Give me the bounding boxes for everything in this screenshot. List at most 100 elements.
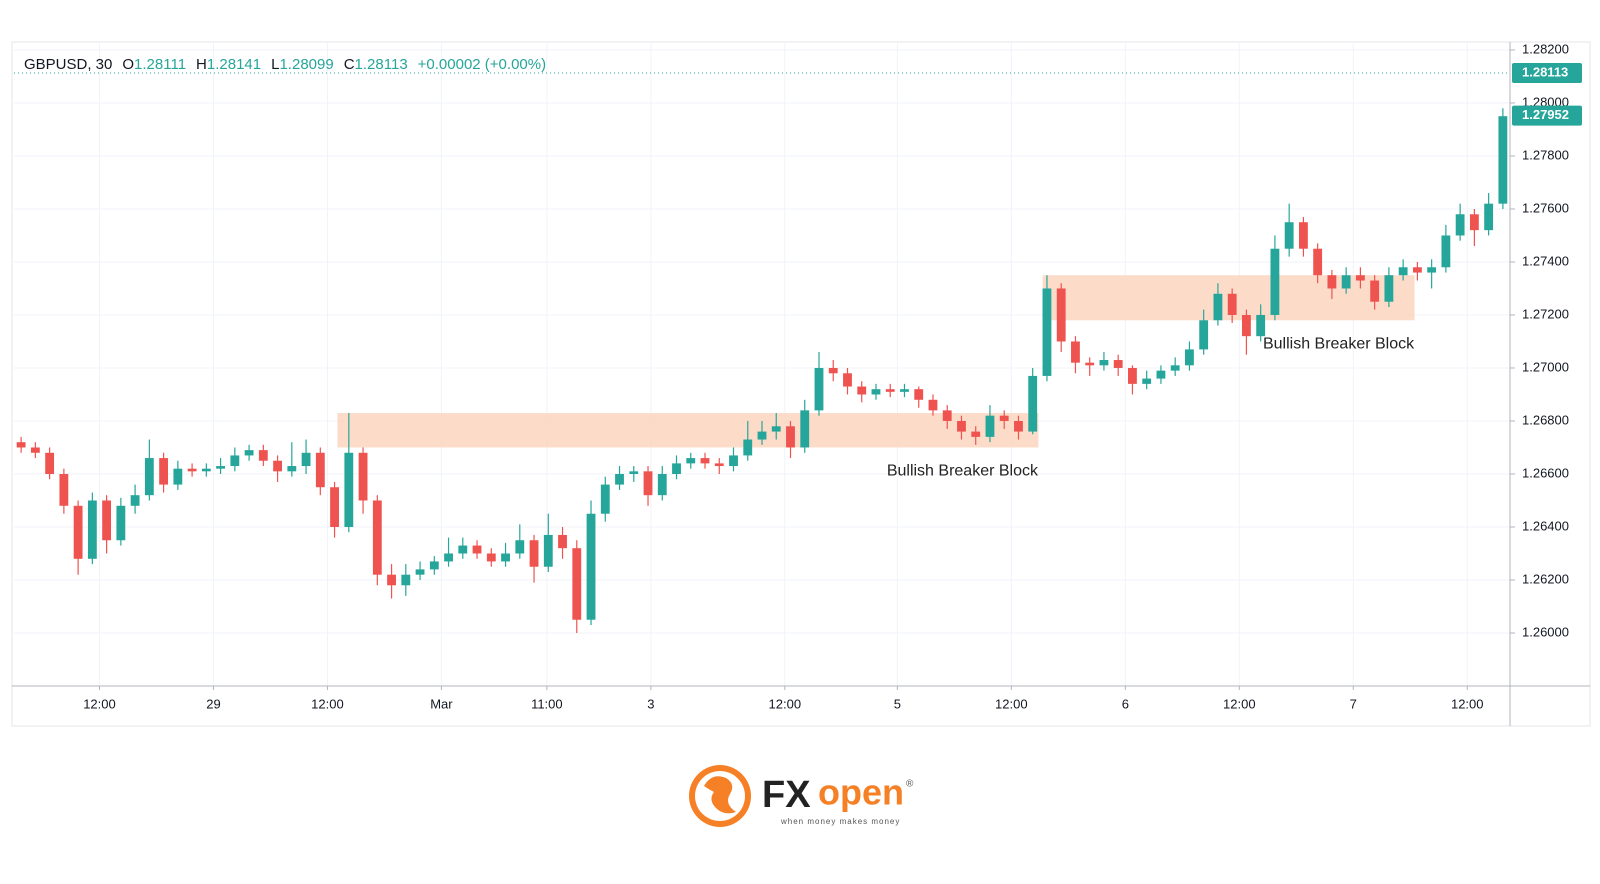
- x-tick-label: 12:00: [83, 696, 116, 711]
- candle-body: [102, 500, 112, 541]
- candle-body: [315, 452, 325, 488]
- legend-key: O: [122, 56, 134, 73]
- candle-body: [914, 389, 924, 400]
- logo-emblem: [704, 776, 736, 814]
- legend-key: C: [344, 56, 355, 73]
- candle-body: [1355, 275, 1365, 281]
- candle-body: [330, 487, 339, 527]
- y-tick-label: 1.26200: [1522, 571, 1569, 586]
- candle-body: [1341, 275, 1351, 289]
- candle-body: [515, 540, 525, 554]
- candle-body: [258, 450, 268, 461]
- x-tick-label: Mar: [430, 696, 453, 711]
- candle-body: [700, 458, 710, 464]
- x-tick-label: 3: [647, 696, 654, 711]
- candle-body: [771, 426, 781, 432]
- candle-body: [1199, 320, 1209, 350]
- price-tag: [1512, 105, 1582, 126]
- candle-body: [615, 473, 624, 485]
- candle-body: [1313, 248, 1323, 276]
- candle-body: [543, 534, 553, 567]
- legend-value: 1.28141: [207, 56, 261, 73]
- candle-body: [643, 471, 653, 496]
- candle-body: [999, 415, 1009, 421]
- candle-body: [429, 561, 439, 570]
- candle-body: [942, 410, 952, 421]
- candle-body: [529, 540, 539, 567]
- x-tick-label: 6: [1122, 696, 1129, 711]
- candle-body: [30, 447, 40, 453]
- candle-body: [857, 386, 867, 395]
- logo: FX open ® when money makes money: [689, 765, 914, 827]
- candle-body: [301, 452, 311, 467]
- plot-area: 1.26000 1.26200 1.26400 1.26600 1.26800 1.270…: [12, 41, 1590, 726]
- candle-body: [415, 569, 425, 575]
- candle-body: [159, 458, 169, 485]
- legend-symbol: GBPUSD, 30: [24, 56, 112, 73]
- y-tick-label: 1.28200: [1522, 41, 1569, 56]
- candle-body: [201, 468, 211, 472]
- annotation-label: Bullish Breaker Block: [1263, 335, 1415, 352]
- candle-body: [45, 452, 55, 474]
- x-tick-label: 7: [1350, 696, 1357, 711]
- candle-body: [1484, 203, 1494, 231]
- x-tick-label: 11:00: [531, 696, 563, 711]
- candle-body: [1142, 378, 1152, 384]
- candle-body: [1327, 275, 1337, 289]
- y-tick-label: 1.28000: [1522, 94, 1569, 109]
- y-tick-label: 1.27000: [1522, 359, 1569, 374]
- y-tick-label: 1.27400: [1522, 253, 1569, 268]
- candle-body: [458, 545, 468, 554]
- candle-body: [1014, 420, 1023, 432]
- y-tick-label: 1.26400: [1522, 518, 1569, 533]
- candle-body: [1270, 248, 1280, 315]
- candle-body: [843, 373, 852, 387]
- x-tick-label: 12:00: [1223, 696, 1256, 711]
- candle-body: [230, 455, 240, 467]
- candle-body: [1056, 288, 1066, 342]
- candle-body: [1284, 222, 1294, 249]
- candle-body: [971, 431, 981, 437]
- logo-open: open: [818, 772, 904, 813]
- x-tick-label: 12:00: [1451, 696, 1484, 711]
- candle-body: [985, 415, 995, 437]
- candle-body: [1242, 314, 1251, 337]
- price-tag: [1512, 63, 1582, 84]
- legend-key: L: [271, 56, 279, 73]
- candle-body: [472, 545, 482, 554]
- y-tick-label: 1.26600: [1522, 465, 1569, 480]
- legend-value: 1.28113: [355, 56, 408, 73]
- candle-body: [358, 452, 368, 501]
- candle-body: [216, 466, 226, 469]
- price-tag-label: 1.27952: [1522, 107, 1569, 122]
- logo-tagline: when money makes money: [780, 817, 900, 826]
- candle-body: [387, 574, 396, 586]
- candle-body: [900, 389, 909, 392]
- candle-body: [1099, 360, 1109, 366]
- y-tick-label: 1.27600: [1522, 200, 1569, 215]
- candle-body: [928, 399, 938, 411]
- breaker-zone: [337, 413, 1039, 448]
- x-tick-label: 29: [206, 696, 220, 711]
- price-tag-label: 1.28113: [1522, 64, 1568, 79]
- candle-body: [1085, 362, 1095, 366]
- candle-body: [1427, 267, 1437, 273]
- x-tick-label: 12:00: [769, 696, 802, 711]
- logo-registered: ®: [906, 779, 914, 790]
- candle-body: [1128, 367, 1137, 384]
- y-tick-label: 1.26800: [1522, 412, 1569, 427]
- legend-change: +0.00002 (+0.00%): [418, 56, 546, 73]
- candle-body: [273, 460, 282, 472]
- annotation-label: Bullish Breaker Block: [887, 463, 1039, 480]
- candle-body: [672, 463, 681, 474]
- candle-body: [871, 389, 881, 395]
- candle-body: [786, 426, 795, 448]
- candle-body: [501, 553, 510, 562]
- candle-body: [1227, 293, 1237, 315]
- candle-body: [957, 420, 966, 432]
- candle-body: [73, 505, 83, 559]
- candle-body: [1469, 214, 1479, 231]
- candle-body: [1071, 341, 1080, 363]
- candle-body: [714, 463, 724, 467]
